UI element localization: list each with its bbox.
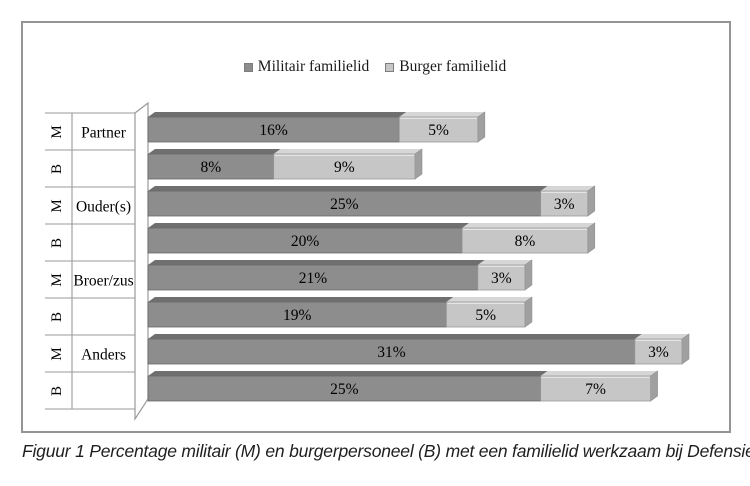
bar-value-label-burger: 3% [491, 270, 512, 287]
bar-segment-militair [147, 190, 542, 217]
bar-value-label-militair: 25% [330, 381, 359, 398]
sub-axis-label: M [49, 125, 65, 138]
bar-segment-burger [398, 116, 479, 143]
sub-axis-label: B [49, 164, 65, 174]
bar-value-label-burger: 5% [428, 122, 449, 139]
bar-value-label-burger: 9% [334, 159, 355, 176]
category-label: Ouder(s) [76, 199, 131, 216]
sub-axis-label: B [49, 312, 65, 322]
bar-value-label-burger: 3% [648, 344, 669, 361]
legend-label-burger: Burger familielid [399, 58, 507, 75]
bar-top-militair [148, 371, 548, 376]
bar-top-burger [273, 149, 422, 154]
bar-value-label-militair: 25% [330, 196, 359, 213]
bar-top-burger [540, 186, 595, 191]
bar-value-label-militair: 19% [283, 307, 312, 324]
legend-swatch-burger-icon [385, 62, 395, 72]
bar-segment-burger [446, 301, 526, 328]
bar-segment-burger [540, 190, 589, 217]
bar-value-label-burger: 3% [554, 196, 575, 213]
bar-endcap [650, 370, 658, 402]
bar-top-burger [634, 334, 689, 339]
bar-top-militair [148, 297, 454, 302]
bar-top-militair [148, 260, 485, 265]
legend-item-burger: Burger familielid [385, 58, 506, 76]
bar-value-label-militair: 31% [377, 344, 406, 361]
bar-top-burger [540, 371, 658, 376]
bar-endcap [414, 148, 423, 180]
chart-legend: Militair familielid Burger familielid [0, 58, 750, 76]
bar-top-burger [477, 260, 532, 265]
legend-label-militair: Militair familielid [257, 58, 370, 75]
bar-value-label-burger: 7% [585, 381, 606, 398]
bar-endcap [524, 296, 533, 328]
bar-top-militair [148, 334, 642, 339]
bar-top-militair [148, 186, 548, 191]
bar-value-label-militair: 16% [259, 122, 288, 139]
bar-value-label-militair: 20% [291, 233, 320, 250]
bar-segment-militair [147, 153, 275, 180]
bar-segment-burger [273, 153, 416, 180]
sub-axis-label: M [49, 347, 65, 360]
bar-segment-militair [147, 338, 636, 365]
legend-item-militair: Militair familielid [243, 58, 370, 76]
bar-segment-militair [147, 264, 479, 291]
bar-top-militair [148, 223, 470, 228]
sub-axis-label: B [49, 386, 65, 396]
bar-segment-burger [461, 227, 589, 254]
bar-segment-militair [147, 227, 463, 254]
category-label: Anders [81, 347, 126, 364]
bar-segment-burger [477, 264, 526, 291]
sub-axis-label: M [49, 199, 65, 212]
category-label: Broer/zus [73, 273, 133, 290]
bar-segment-militair [147, 375, 542, 402]
bar-endcap [587, 185, 596, 217]
bar-endcap [477, 111, 486, 143]
bar-endcap [587, 222, 596, 254]
bar-segment-militair [147, 301, 447, 328]
bar-value-label-burger: 5% [475, 307, 496, 324]
sub-axis-label: B [49, 238, 65, 248]
bar-segment-burger [540, 375, 651, 402]
bar-endcap [681, 333, 690, 365]
sub-axis-label: M [49, 273, 65, 286]
bar-top-burger [446, 297, 532, 302]
bar-endcap [524, 259, 533, 291]
bar-value-label-militair: 21% [299, 270, 328, 287]
bar-segment-burger [634, 338, 683, 365]
axis-wall [134, 101, 149, 422]
bar-top-militair [148, 149, 281, 154]
bar-top-burger [462, 223, 595, 228]
bar-top-militair [148, 112, 407, 117]
category-label: Partner [81, 125, 127, 142]
bar-top-burger [399, 112, 485, 117]
legend-swatch-militair-icon [243, 62, 253, 72]
bar-value-label-burger: 8% [515, 233, 536, 250]
figure-caption: Figuur 1 Percentage militair (M) en burg… [22, 441, 750, 461]
bar-value-label-militair: 8% [200, 159, 221, 176]
